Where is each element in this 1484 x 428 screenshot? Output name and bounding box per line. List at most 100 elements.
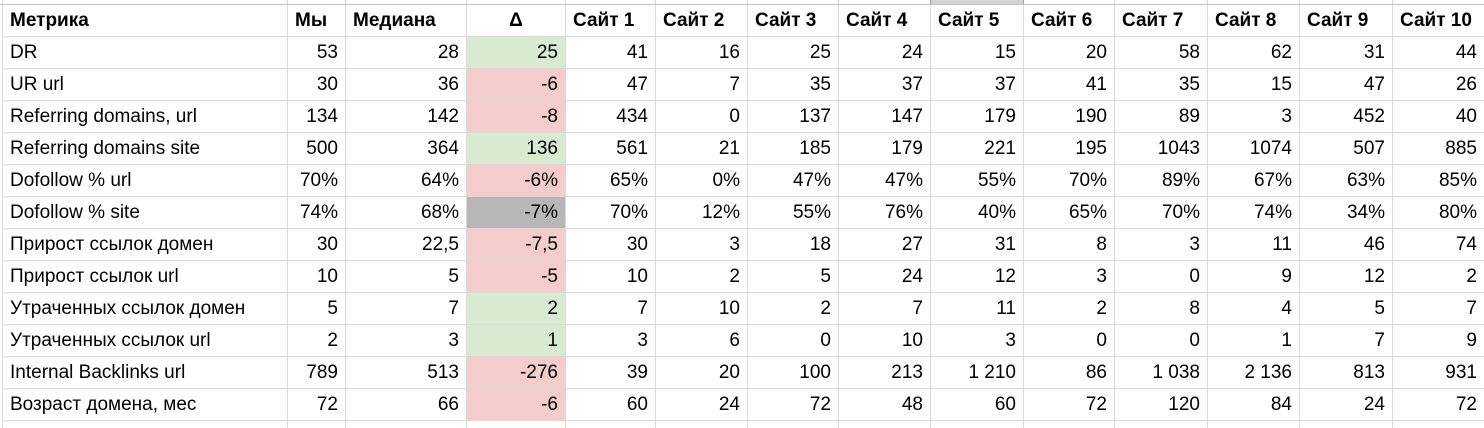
column-header-delta[interactable]: Δ — [466, 5, 566, 37]
median-value-cell[interactable]: 22,5 — [345, 228, 467, 261]
site-value-cell[interactable]: 35 — [747, 68, 839, 101]
we-value-cell[interactable]: 74% — [287, 196, 346, 229]
we-value-cell[interactable]: 2 — [287, 324, 346, 357]
site-value-cell[interactable]: 12 — [930, 260, 1024, 293]
column-header-site-2[interactable]: Сайт 2 — [655, 5, 748, 37]
column-header-site-3[interactable]: Сайт 3 — [747, 5, 839, 37]
site-value-cell[interactable]: 7 — [1299, 324, 1393, 357]
column-header-site-10[interactable]: Сайт 10 — [1392, 5, 1484, 37]
site-value-cell[interactable]: 12% — [655, 196, 748, 229]
column-header-metric[interactable]: Метрика — [2, 5, 288, 37]
site-value-cell[interactable]: 2 136 — [1207, 356, 1300, 389]
site-value-cell[interactable]: 39 — [565, 356, 656, 389]
site-value-cell[interactable]: 10 — [838, 324, 931, 357]
column-header-site-8[interactable]: Сайт 8 — [1207, 5, 1300, 37]
site-value-cell[interactable]: 147 — [838, 100, 931, 133]
delta-value-cell[interactable]: 136 — [466, 132, 566, 165]
site-value-cell[interactable]: 1 210 — [930, 356, 1024, 389]
site-value-cell[interactable]: 74 — [1392, 228, 1484, 261]
site-value-cell[interactable]: 46 — [1299, 228, 1393, 261]
delta-value-cell[interactable]: -5 — [466, 260, 566, 293]
delta-value-cell[interactable]: 1 — [466, 324, 566, 357]
site-value-cell[interactable]: 120 — [1114, 388, 1208, 421]
site-value-cell[interactable]: 7 — [838, 292, 931, 325]
site-value-cell[interactable]: 561 — [565, 132, 656, 165]
site-value-cell[interactable]: 3 — [1114, 228, 1208, 261]
site-value-cell[interactable]: 179 — [930, 100, 1024, 133]
column-header-site-6[interactable]: Сайт 6 — [1023, 5, 1115, 37]
site-value-cell[interactable]: 0% — [655, 164, 748, 197]
site-value-cell[interactable]: 25 — [747, 36, 839, 69]
site-value-cell[interactable]: 89% — [1114, 164, 1208, 197]
median-value-cell[interactable]: 7 — [345, 292, 467, 325]
delta-value-cell[interactable]: -276 — [466, 356, 566, 389]
site-value-cell[interactable]: 16 — [655, 36, 748, 69]
site-value-cell[interactable]: 72 — [1023, 388, 1115, 421]
site-value-cell[interactable]: 30 — [565, 228, 656, 261]
metric-name-cell[interactable]: Утраченных ссылок url — [2, 324, 288, 357]
site-value-cell[interactable]: 10 — [655, 292, 748, 325]
delta-value-cell[interactable]: 25 — [466, 36, 566, 69]
site-value-cell[interactable]: 74% — [1207, 196, 1300, 229]
site-value-cell[interactable]: 70% — [565, 196, 656, 229]
metric-name-cell[interactable]: DR — [2, 36, 288, 69]
site-value-cell[interactable]: 10 — [565, 260, 656, 293]
we-value-cell[interactable]: 72 — [287, 388, 346, 421]
site-value-cell[interactable]: 89 — [1114, 100, 1208, 133]
site-value-cell[interactable]: 8 — [1114, 292, 1208, 325]
site-value-cell[interactable]: 434 — [565, 100, 656, 133]
site-value-cell[interactable]: 0 — [747, 324, 839, 357]
site-value-cell[interactable]: 21 — [655, 132, 748, 165]
delta-value-cell[interactable]: -6 — [466, 68, 566, 101]
site-value-cell[interactable]: 137 — [747, 100, 839, 133]
site-value-cell[interactable]: 4 — [1207, 292, 1300, 325]
site-value-cell[interactable]: 221 — [930, 132, 1024, 165]
site-value-cell[interactable]: 63% — [1299, 164, 1393, 197]
site-value-cell[interactable]: 24 — [1299, 388, 1393, 421]
column-header-median[interactable]: Медиана — [345, 5, 467, 37]
site-value-cell[interactable]: 1043 — [1114, 132, 1208, 165]
site-value-cell[interactable]: 35 — [1114, 68, 1208, 101]
site-value-cell[interactable]: 86 — [1023, 356, 1115, 389]
site-value-cell[interactable]: 2 — [1392, 260, 1484, 293]
metric-name-cell[interactable]: Утраченных ссылок домен — [2, 292, 288, 325]
we-value-cell[interactable]: 134 — [287, 100, 346, 133]
site-value-cell[interactable]: 40% — [930, 196, 1024, 229]
site-value-cell[interactable]: 3 — [1023, 260, 1115, 293]
metric-name-cell[interactable]: Возраст домена, мес — [2, 388, 288, 421]
metric-name-cell[interactable]: Dofollow % site — [2, 196, 288, 229]
we-value-cell[interactable]: 53 — [287, 36, 346, 69]
median-value-cell[interactable]: 64% — [345, 164, 467, 197]
site-value-cell[interactable]: 3 — [1207, 100, 1300, 133]
column-header-site-9[interactable]: Сайт 9 — [1299, 5, 1393, 37]
median-value-cell[interactable]: 28 — [345, 36, 467, 69]
site-value-cell[interactable]: 37 — [838, 68, 931, 101]
site-value-cell[interactable]: 47% — [747, 164, 839, 197]
we-value-cell[interactable]: 789 — [287, 356, 346, 389]
site-value-cell[interactable]: 452 — [1299, 100, 1393, 133]
site-value-cell[interactable]: 31 — [930, 228, 1024, 261]
site-value-cell[interactable]: 62 — [1207, 36, 1300, 69]
median-value-cell[interactable]: 364 — [345, 132, 467, 165]
site-value-cell[interactable]: 213 — [838, 356, 931, 389]
site-value-cell[interactable]: 2 — [655, 260, 748, 293]
we-value-cell[interactable]: 5 — [287, 292, 346, 325]
site-value-cell[interactable]: 70% — [1114, 196, 1208, 229]
site-value-cell[interactable]: 26 — [1392, 68, 1484, 101]
site-value-cell[interactable]: 7 — [565, 292, 656, 325]
site-value-cell[interactable]: 5 — [747, 260, 839, 293]
site-value-cell[interactable]: 65% — [1023, 196, 1115, 229]
site-value-cell[interactable]: 8 — [1023, 228, 1115, 261]
site-value-cell[interactable]: 9 — [1207, 260, 1300, 293]
site-value-cell[interactable]: 11 — [930, 292, 1024, 325]
site-value-cell[interactable]: 179 — [838, 132, 931, 165]
site-value-cell[interactable]: 85% — [1392, 164, 1484, 197]
site-value-cell[interactable]: 60 — [565, 388, 656, 421]
site-value-cell[interactable]: 11 — [1207, 228, 1300, 261]
site-value-cell[interactable]: 47% — [838, 164, 931, 197]
site-value-cell[interactable]: 31 — [1299, 36, 1393, 69]
median-value-cell[interactable]: 66 — [345, 388, 467, 421]
delta-value-cell[interactable]: -6 — [466, 388, 566, 421]
site-value-cell[interactable]: 0 — [655, 100, 748, 133]
metric-name-cell[interactable]: Referring domains, url — [2, 100, 288, 133]
